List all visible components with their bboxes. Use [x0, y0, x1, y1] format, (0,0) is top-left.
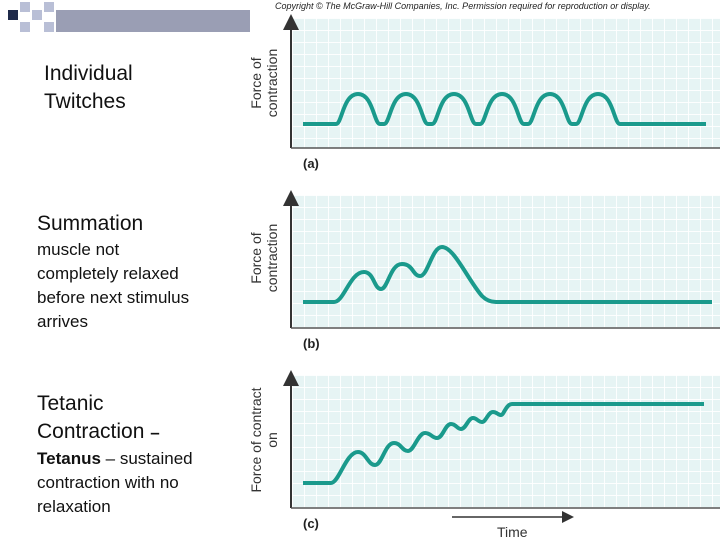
tetanic-desc-rest: – sustained [105, 449, 193, 468]
tetanic-title-line2: Contraction [37, 420, 145, 443]
panel-a-grid [292, 18, 720, 148]
panel-label-b: (b) [303, 336, 320, 351]
decorative-square-light [20, 2, 30, 12]
decorative-square-light [32, 10, 42, 20]
tetanic-title-line2-wrap: Contraction – [37, 418, 193, 447]
tetanic-desc-line2: contraction with no [37, 473, 179, 492]
trace-tetanus [303, 402, 704, 485]
trace-individual-twitches [303, 92, 706, 126]
decorative-square-light [44, 2, 54, 12]
panel-label-a: (a) [303, 156, 319, 171]
tetanic-dash: – [150, 423, 160, 442]
trace-summation [303, 245, 712, 304]
tetanic-desc-line3: relaxation [37, 497, 111, 516]
tetanic-title-line1: Tetanic [37, 392, 104, 415]
individual-title-line2: Twitches [44, 90, 126, 113]
individual-twitches-label: Individual Twitches [44, 60, 133, 116]
summation-desc-line4: arrives [37, 312, 89, 331]
panel-c-grid [292, 375, 720, 508]
summation-title: Summation [37, 212, 144, 235]
decorative-square-dark [8, 10, 18, 20]
individual-title-line1: Individual [44, 62, 133, 85]
decorative-square-light [20, 22, 30, 32]
summation-desc-line2: completely relaxed [37, 264, 179, 283]
decorative-bar [56, 10, 250, 32]
summation-label: Summation muscle not completely relaxed … [37, 210, 189, 334]
decorative-square-light [44, 22, 54, 32]
summation-desc-line1: muscle not [37, 240, 120, 259]
panel-label-c: (c) [303, 516, 319, 531]
x-axis-label-time: Time [497, 524, 528, 540]
copyright-notice: Copyright © The McGraw-Hill Companies, I… [275, 1, 651, 11]
panel-b-grid [292, 195, 720, 328]
tetanic-label: Tetanic Contraction – Tetanus – sustaine… [37, 390, 193, 519]
tetanic-desc-line1: Tetanus – sustained [37, 447, 193, 471]
tetanus-term: Tetanus [37, 449, 101, 468]
summation-desc-line3: before next stimulus [37, 288, 190, 307]
